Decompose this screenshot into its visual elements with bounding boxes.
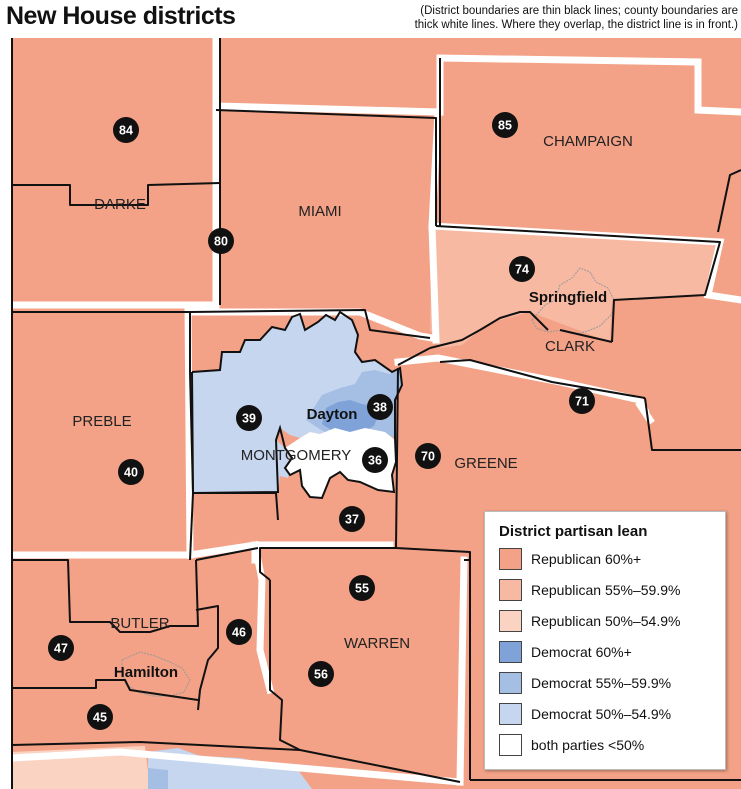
district-marker-80: 80	[208, 228, 234, 254]
county-label-darke: DARKE	[94, 196, 146, 213]
legend-item: Democrat 60%+	[499, 639, 725, 665]
county-label-butler: BUTLER	[110, 615, 169, 632]
county-boundaries	[8, 34, 741, 786]
legend-label: Democrat 55%–59.9%	[531, 675, 672, 691]
district-number-74: 74	[515, 263, 529, 277]
district-number-36: 36	[368, 454, 382, 468]
district-number-55: 55	[355, 582, 369, 596]
legend: District partisan lean Republican 60%+ Re…	[484, 511, 726, 770]
legend-title: District partisan lean	[499, 523, 648, 540]
county-label-preble: PREBLE	[72, 413, 131, 430]
legend-swatch	[499, 579, 522, 601]
district-marker-46: 46	[226, 619, 252, 645]
district-marker-70: 70	[415, 443, 441, 469]
county-label-clark: CLARK	[545, 338, 595, 355]
map-note-line-1: (District boundaries are thin black line…	[420, 5, 738, 17]
legend-item: Democrat 55%–59.9%	[499, 670, 725, 696]
district-boundaries	[11, 38, 741, 789]
district-marker-38: 38	[367, 394, 393, 420]
district-number-84: 84	[119, 124, 133, 138]
county-label-greene: GREENE	[454, 455, 517, 472]
legend-item: both parties <50%	[499, 732, 725, 758]
legend-label: Republican 60%+	[531, 551, 642, 567]
legend-label: Democrat 60%+	[531, 644, 632, 660]
district-number-39: 39	[242, 412, 256, 426]
district-marker-45: 45	[87, 704, 113, 730]
legend-swatch	[499, 641, 522, 663]
city-label-hamilton: Hamilton	[114, 664, 178, 681]
district-number-56: 56	[314, 668, 328, 682]
district-number-46: 46	[232, 626, 246, 640]
legend-label: Democrat 50%–54.9%	[531, 706, 672, 722]
district-marker-40: 40	[118, 459, 144, 485]
county-label-champaign: CHAMPAIGN	[543, 133, 633, 150]
legend-swatch	[499, 548, 522, 570]
district-marker-85: 85	[492, 112, 518, 138]
legend-item: Democrat 50%–54.9%	[499, 701, 725, 727]
district-39-area	[192, 312, 402, 493]
dayton-core-area	[322, 400, 378, 434]
district-number-80: 80	[214, 235, 228, 249]
legend-swatch	[499, 610, 522, 632]
district-number-85: 85	[498, 119, 512, 133]
legend-swatch	[499, 672, 522, 694]
district-bottom-dem-core	[148, 768, 168, 789]
district-36-area	[285, 428, 396, 498]
legend-swatch	[499, 703, 522, 725]
district-marker-36: 36	[362, 447, 388, 473]
legend-items: Republican 60%+ Republican 55%–59.9% Repub…	[485, 546, 725, 758]
district-marker-71: 71	[569, 388, 595, 414]
map-note: (District boundaries are thin black line…	[350, 4, 738, 32]
county-label-miami: MIAMI	[298, 203, 341, 220]
legend-item: Republican 50%–54.9%	[499, 608, 725, 634]
district-marker-39: 39	[236, 405, 262, 431]
legend-label: Republican 50%–54.9%	[531, 613, 681, 629]
legend-swatch	[499, 734, 522, 756]
district-marker-56: 56	[308, 661, 334, 687]
district-marker-37: 37	[339, 506, 365, 532]
district-marker-84: 84	[113, 117, 139, 143]
legend-item: Republican 55%–59.9%	[499, 577, 725, 603]
district-number-47: 47	[54, 642, 68, 656]
map-note-line-2: thick white lines. Where they overlap, t…	[414, 19, 738, 31]
district-number-71: 71	[575, 395, 589, 409]
county-label-montgomery: MONTGOMERY	[241, 447, 352, 464]
district-number-45: 45	[93, 711, 107, 725]
city-label-springfield: Springfield	[529, 289, 607, 306]
district-marker-74: 74	[509, 256, 535, 282]
district-number-70: 70	[421, 450, 435, 464]
district-number-38: 38	[373, 401, 387, 415]
legend-label: Republican 55%–59.9%	[531, 582, 681, 598]
legend-item: Republican 60%+	[499, 546, 725, 572]
city-label-dayton: Dayton	[307, 406, 358, 423]
map-title: New House districts	[6, 2, 236, 30]
district-39-outline	[191, 310, 404, 500]
district-marker-47: 47	[48, 635, 74, 661]
legend-label: both parties <50%	[531, 737, 645, 753]
district-number-40: 40	[124, 466, 138, 480]
district-marker-55: 55	[349, 575, 375, 601]
district-number-37: 37	[345, 513, 359, 527]
county-label-warren: WARREN	[344, 635, 410, 652]
